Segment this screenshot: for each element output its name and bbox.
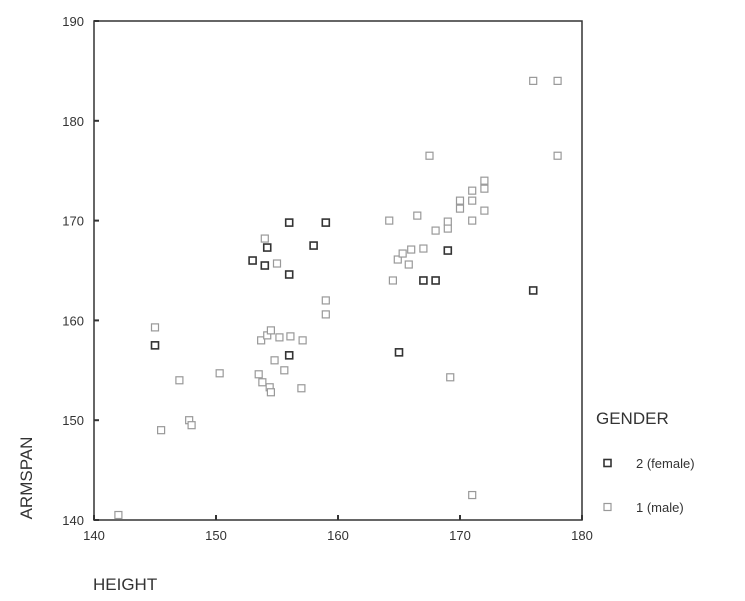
data-point xyxy=(157,426,166,435)
plot-frame xyxy=(93,20,583,521)
data-point xyxy=(266,326,275,335)
y-tick-label: 140 xyxy=(62,513,84,528)
data-point xyxy=(321,310,330,319)
data-point xyxy=(321,296,330,305)
data-point xyxy=(480,176,489,185)
data-point xyxy=(398,249,407,258)
legend-label: 1 (male) xyxy=(636,500,684,515)
x-tick-label: 150 xyxy=(205,528,227,543)
data-point xyxy=(443,224,452,233)
data-point xyxy=(468,490,477,500)
data-point xyxy=(284,218,294,227)
data-point xyxy=(298,336,307,345)
y-tick-label: 170 xyxy=(62,214,84,229)
data-point xyxy=(215,369,224,378)
y-tick-label: 150 xyxy=(62,413,84,428)
y-tick-label: 180 xyxy=(62,114,84,129)
data-point xyxy=(187,421,196,430)
x-tick-label: 180 xyxy=(571,528,593,543)
data-point xyxy=(260,234,269,243)
x-tick-label: 160 xyxy=(327,528,349,543)
data-point xyxy=(443,217,452,226)
legend: GENDER 2 (female) 1 (male) xyxy=(596,409,695,515)
data-point xyxy=(468,196,477,205)
data-point xyxy=(280,366,289,375)
series-female xyxy=(150,218,538,360)
data-point xyxy=(394,348,404,357)
data-point xyxy=(446,373,455,382)
data-point xyxy=(284,270,294,279)
data-point xyxy=(297,384,306,393)
data-point xyxy=(266,388,275,397)
data-point xyxy=(425,151,434,160)
data-point xyxy=(443,246,453,255)
data-point xyxy=(272,259,282,268)
data-points xyxy=(114,76,562,520)
data-point xyxy=(260,261,270,270)
data-point xyxy=(388,276,397,285)
legend-items: 2 (female) 1 (male) xyxy=(603,456,695,515)
data-point xyxy=(455,196,465,205)
series-male xyxy=(114,76,562,520)
y-axis-title: ARMSPAN xyxy=(17,437,36,520)
data-point xyxy=(455,204,465,213)
data-point xyxy=(275,333,284,342)
data-point xyxy=(528,286,538,295)
data-point xyxy=(393,255,402,264)
data-point xyxy=(553,76,562,85)
data-point xyxy=(468,186,477,195)
data-point xyxy=(286,332,295,341)
data-point xyxy=(284,351,294,360)
axes: 140 150 160 170 180 140 150 160 170 180 190 xyxy=(62,14,593,543)
data-point xyxy=(413,211,422,220)
data-point xyxy=(270,356,279,365)
data-point xyxy=(309,241,318,250)
data-point xyxy=(431,276,440,285)
y-tick-label: 190 xyxy=(62,14,84,29)
data-point xyxy=(529,76,538,85)
data-point xyxy=(257,336,266,345)
data-point xyxy=(407,245,416,254)
y-tick-label: 160 xyxy=(62,313,84,328)
legend-label: 2 (female) xyxy=(636,456,695,471)
data-point xyxy=(258,378,267,387)
data-point xyxy=(248,256,257,265)
x-tick-label: 140 xyxy=(83,528,105,543)
data-point xyxy=(553,151,562,160)
data-point xyxy=(404,260,413,269)
data-point xyxy=(321,218,331,227)
x-tick-label: 170 xyxy=(449,528,471,543)
data-point xyxy=(150,323,160,332)
data-point xyxy=(419,244,428,253)
legend-title: GENDER xyxy=(596,409,669,428)
data-point xyxy=(431,226,440,235)
data-point xyxy=(468,216,477,225)
data-point xyxy=(262,243,272,252)
data-point xyxy=(419,276,428,285)
legend-marker xyxy=(603,458,612,468)
legend-marker xyxy=(603,502,612,512)
data-point xyxy=(385,216,394,225)
data-point xyxy=(480,184,489,193)
data-point xyxy=(175,376,184,385)
data-point xyxy=(480,206,489,215)
data-point xyxy=(254,370,263,379)
data-point xyxy=(150,341,160,350)
x-axis-title: HEIGHT xyxy=(93,575,157,594)
data-point xyxy=(114,510,123,520)
